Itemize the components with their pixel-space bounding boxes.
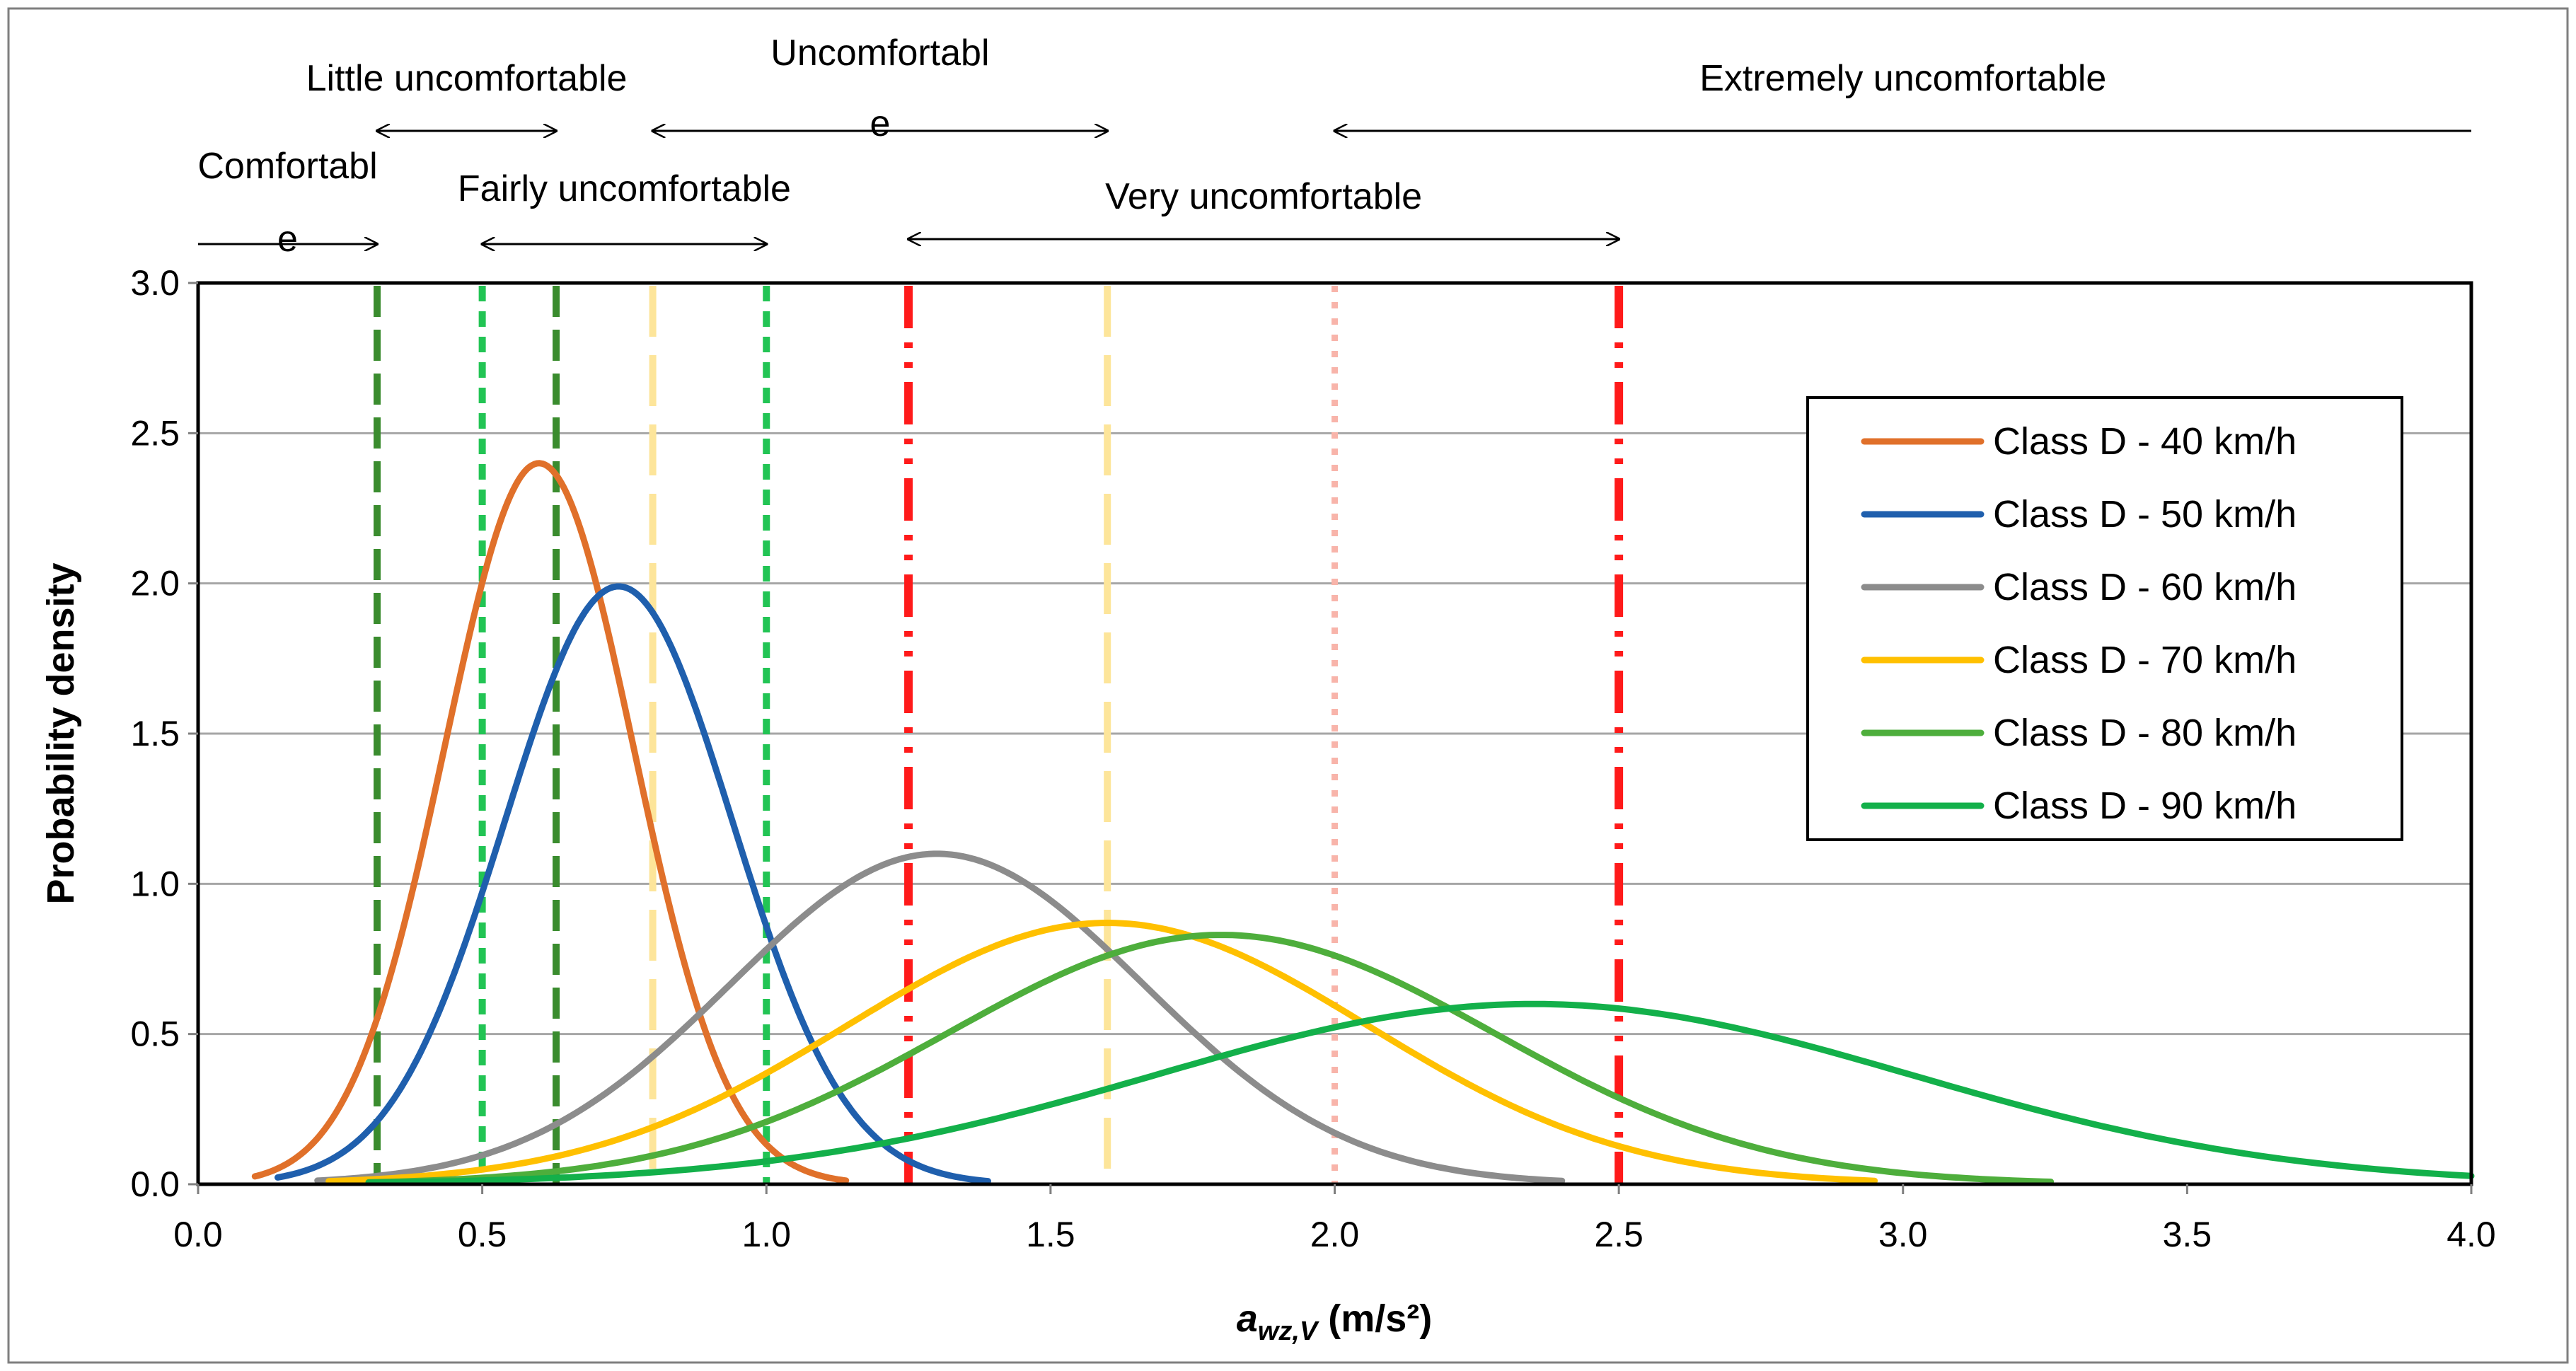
series-line-1 — [275, 583, 991, 1185]
x-tick-label-5: 2.5 — [1594, 1215, 1644, 1254]
axis-titles: awz,V (m/s²) Probability density — [40, 562, 1432, 1346]
comfort-label-3-1: e — [870, 103, 890, 144]
legend-label-0: Class D - 40 km/h — [1993, 420, 2297, 463]
x-tick-label-2: 1.0 — [741, 1215, 791, 1254]
legend-label-4: Class D - 80 km/h — [1993, 712, 2297, 754]
x-tick-label-8: 4.0 — [2447, 1215, 2496, 1254]
x-axis-title-unit: (m/s²) — [1317, 1297, 1432, 1340]
x-tick-label-3: 1.5 — [1026, 1215, 1075, 1254]
comfort-annotations: Comfortabl e Little uncomfortable Fairly un… — [197, 33, 2471, 260]
comfort-label-0-0: Comfortabl — [197, 146, 377, 187]
threshold-lines — [374, 286, 1624, 1184]
series-line-2 — [314, 850, 1566, 1184]
y-tick-label-2: 1.0 — [130, 864, 180, 903]
legend-label-5: Class D - 90 km/h — [1993, 785, 2297, 827]
x-tick-label-1: 0.5 — [458, 1215, 507, 1254]
x-axis-title-main: a — [1237, 1297, 1258, 1340]
comfort-label-3-0: Uncomfortabl — [770, 33, 989, 74]
legend-label-3: Class D - 70 km/h — [1993, 639, 2297, 681]
comfort-label-1-0: Little uncomfortable — [306, 58, 628, 99]
x-axis-title-sub: wz,V — [1258, 1317, 1319, 1346]
series-line-3 — [325, 920, 1878, 1185]
y-tick-label-3: 1.5 — [130, 714, 180, 753]
x-tick-label-4: 2.0 — [1310, 1215, 1360, 1254]
comfort-label-5-0: Extremely uncomfortable — [1699, 58, 2106, 99]
comfort-label-4-0: Very uncomfortable — [1105, 176, 1422, 217]
y-tick-label-4: 2.0 — [130, 564, 180, 603]
x-tick-label-6: 3.0 — [1878, 1215, 1928, 1254]
legend-label-1: Class D - 50 km/h — [1993, 493, 2297, 536]
legend-label-2: Class D - 60 km/h — [1993, 566, 2297, 608]
x-axis-title: awz,V (m/s²) — [1237, 1297, 1433, 1346]
axes: 0.0 0.5 1.0 1.5 2.0 2.5 3.0 3.5 4.0 0.0 0.5 1.0 1.5 2… — [130, 263, 2495, 1254]
y-tick-label-0: 0.0 — [130, 1164, 180, 1204]
y-tick-label-6: 3.0 — [130, 263, 180, 303]
x-tick-label-7: 3.5 — [2163, 1215, 2212, 1254]
comfort-label-2-0: Fairly uncomfortable — [458, 168, 791, 209]
legend-box — [1806, 396, 2403, 841]
series-line-4 — [365, 932, 2055, 1186]
comfort-label-0-1: e — [277, 219, 298, 260]
series-lines — [251, 460, 2475, 1186]
y-axis-title: Probability density — [40, 562, 82, 904]
series-line-5 — [365, 1000, 2475, 1186]
x-tick-label-0: 0.0 — [173, 1215, 223, 1254]
legend: Class D - 40 km/h Class D - 50 km/h Class … — [1806, 396, 2403, 841]
y-tick-label-1: 0.5 — [130, 1014, 180, 1054]
y-tick-label-5: 2.5 — [130, 413, 180, 453]
series-line-0 — [251, 460, 850, 1184]
